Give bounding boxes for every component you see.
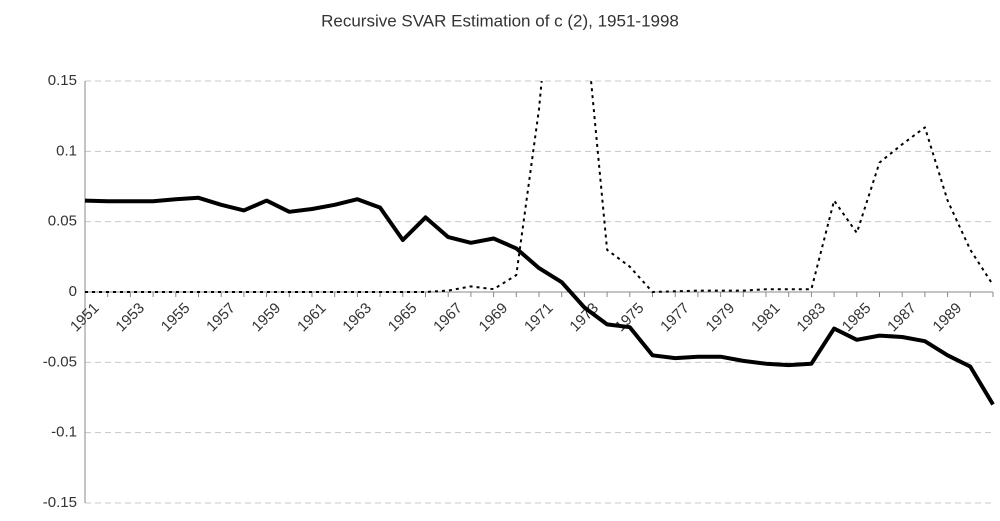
y-tick-label: -0.1	[51, 424, 77, 441]
x-tick-label: 1957	[203, 300, 239, 336]
y-tick-label: 0.1	[56, 142, 77, 159]
x-tick-label: 1959	[249, 300, 285, 336]
y-tick-label: 0.15	[48, 72, 77, 89]
x-tick-label: 1965	[385, 300, 421, 336]
x-tick-label: 1967	[430, 300, 466, 336]
data-line	[84, 195, 995, 406]
y-tick-label: -0.05	[43, 353, 77, 370]
x-tick-label: 1985	[839, 300, 875, 336]
y-tick-label: 0.05	[48, 213, 77, 230]
x-tick-label: 1981	[748, 300, 784, 336]
x-tick-label: 1989	[930, 300, 966, 336]
x-tick-label: 1977	[657, 300, 693, 336]
x-tick-label: 1963	[339, 300, 375, 336]
x-tick-label: 1971	[521, 300, 557, 336]
x-tick-label: 1983	[793, 300, 829, 336]
y-tick-label: -0.15	[43, 494, 77, 511]
x-tick-label: 1979	[703, 300, 739, 336]
x-tick-label: 1987	[884, 300, 920, 336]
data-line	[85, 81, 994, 293]
x-tick-label: 1969	[476, 300, 512, 336]
chart-title: Recursive SVAR Estimation of c (2), 1951…	[321, 11, 679, 30]
y-tick-label: 0	[69, 283, 77, 300]
x-tick-label: 1955	[158, 300, 194, 336]
x-tick-label: 1961	[294, 300, 330, 336]
x-tick-label: 1953	[112, 300, 148, 336]
